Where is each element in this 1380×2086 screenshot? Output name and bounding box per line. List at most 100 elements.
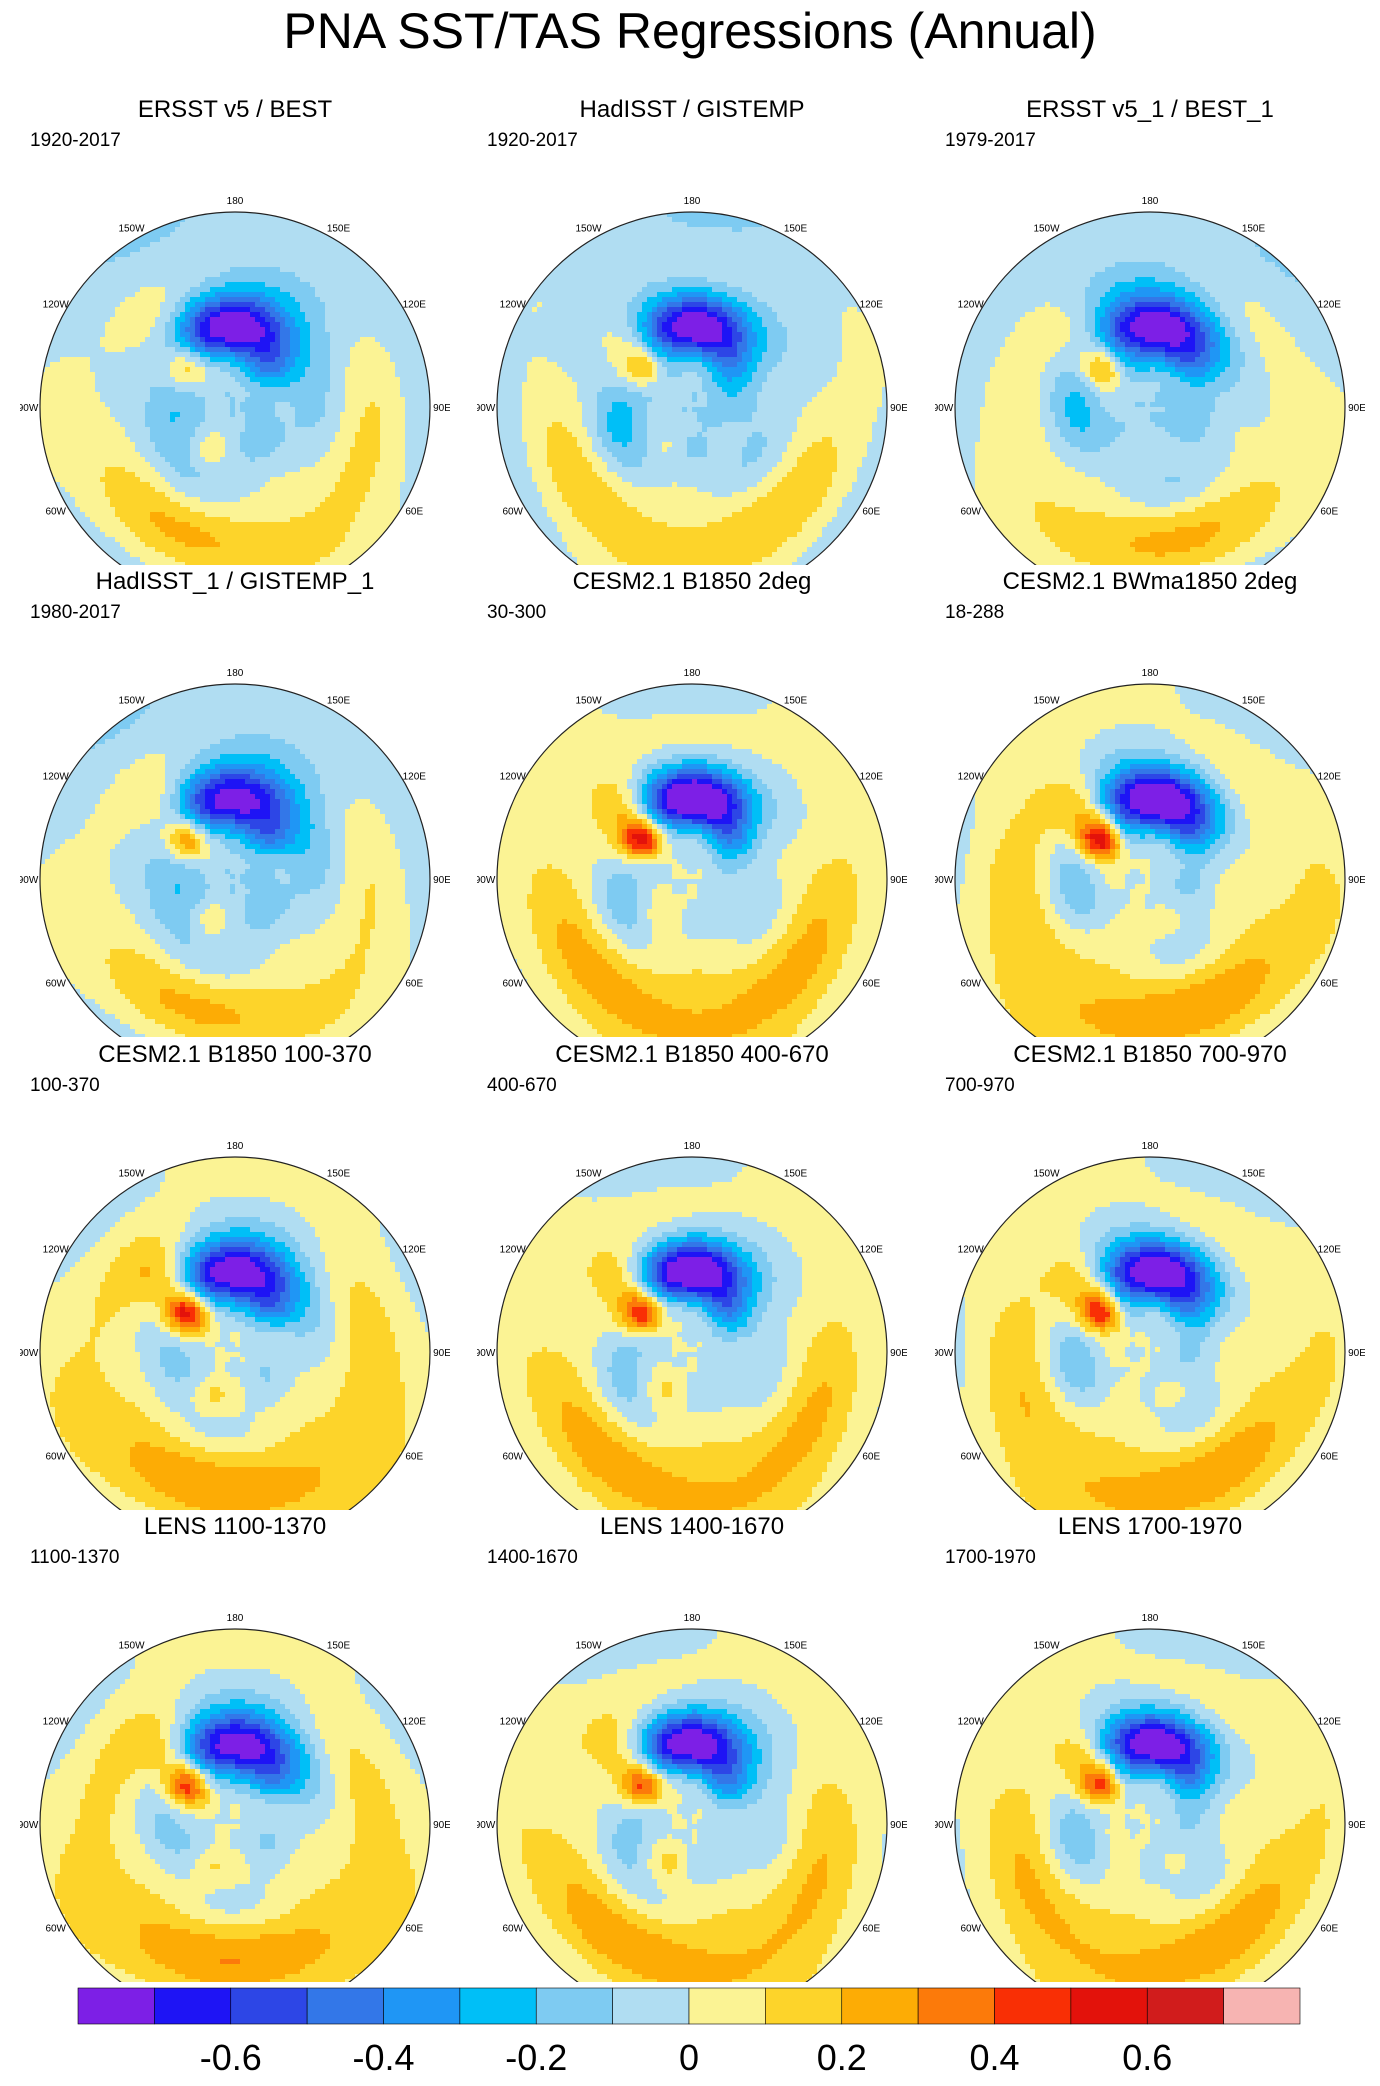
colorbar-tick-label: -0.2 <box>505 2037 567 2078</box>
longitude-label: 180 <box>684 1141 701 1152</box>
polar-map: 180150E120E90E60E30E030W60W90W120W150W <box>477 196 907 565</box>
colorbar-swatch <box>688 1987 766 2025</box>
longitude-label: 120W <box>500 1245 527 1256</box>
longitude-label: 150E <box>784 224 808 235</box>
map-panel: ERSST v5 / BEST 1920-2017 180 150E 120E 90E 60… <box>20 95 450 565</box>
longitude-label: 90W <box>477 1820 496 1831</box>
longitude-label: 120E <box>860 772 884 783</box>
panel-title: LENS 1100-1370 <box>20 1512 450 1542</box>
polar-map: 180150E120E90E60E30E030W60W90W120W150W <box>20 668 450 1037</box>
longitude-label: 120E <box>860 1717 884 1728</box>
map-border <box>496 1628 888 1982</box>
panel-title: CESM2.1 B1850 400-670 <box>477 1040 907 1070</box>
map-panel: CESM2.1 B1850 2deg 30-300 180 150E 120E 90E 60… <box>477 567 907 1037</box>
map-panel: HadISST_1 / GISTEMP_1 1980-2017 180 150E 120… <box>20 567 450 1037</box>
longitude-label: 120W <box>500 1717 527 1728</box>
colorbar-swatch <box>154 1987 232 2025</box>
longitude-label: 120W <box>958 1245 985 1256</box>
longitude-label: 90E <box>890 1348 907 1359</box>
longitude-label: 60W <box>960 1924 981 1935</box>
colorbar-tick-label: 0.6 <box>1122 2037 1172 2078</box>
colorbar-swatch <box>841 1987 919 2025</box>
longitude-label: 90W <box>477 1348 496 1359</box>
longitude-label: 120E <box>403 1717 427 1728</box>
map-panel: ERSST v5_1 / BEST_1 1979-2017 180 150E 120E 9… <box>935 95 1365 565</box>
colorbar-swatch <box>535 1987 613 2025</box>
longitude-label: 120W <box>958 772 985 783</box>
map-panel: CESM2.1 B1850 400-670 400-670 180 150E 120E 9… <box>477 1040 907 1510</box>
longitude-label: 60E <box>1320 979 1338 990</box>
map-panel: CESM2.1 B1850 100-370 100-370 180 150E 120E 9… <box>20 1040 450 1510</box>
longitude-label: 60W <box>502 1924 523 1935</box>
longitude-label: 90E <box>1348 403 1365 414</box>
temperature-field <box>497 1629 887 1982</box>
longitude-label: 60E <box>405 979 423 990</box>
panel-title: HadISST_1 / GISTEMP_1 <box>20 567 450 597</box>
longitude-label: 150E <box>784 1169 808 1180</box>
polar-map: 180150E120E90E60E30E030W60W90W120W150W <box>477 1141 907 1510</box>
longitude-label: 90E <box>433 1348 450 1359</box>
longitude-label: 150E <box>327 1169 351 1180</box>
longitude-label: 150W <box>118 1169 145 1180</box>
panel-period: 30-300 <box>487 601 546 625</box>
longitude-label: 120W <box>500 300 527 311</box>
colorbar-swatch <box>1146 1987 1224 2025</box>
map-border <box>39 683 431 1037</box>
panel-period: 18-288 <box>945 601 1004 625</box>
longitude-label: 60W <box>502 1452 523 1463</box>
temperature-field <box>955 1157 1345 1510</box>
longitude-label: 60W <box>45 507 66 518</box>
map-border <box>39 1628 431 1982</box>
colorbar-tick-label: 0 <box>679 2037 699 2078</box>
panel-period: 1700-1970 <box>945 1546 1036 1570</box>
longitude-label: 150E <box>1242 1169 1266 1180</box>
panel-period: 1400-1670 <box>487 1546 578 1570</box>
map-panel: CESM2.1 BWma1850 2deg 18-288 180 150E 120E 90… <box>935 567 1365 1037</box>
longitude-label: 90E <box>433 875 450 886</box>
panel-period: 700-970 <box>945 1074 1015 1098</box>
longitude-label: 150E <box>1242 696 1266 707</box>
longitude-label: 120E <box>860 300 884 311</box>
colorbar-tick-label: 0.4 <box>969 2037 1019 2078</box>
map-border <box>496 211 888 565</box>
longitude-label: 90W <box>20 403 39 414</box>
polar-map: 180150E120E90E60E30E030W60W90W120W150W <box>20 196 450 565</box>
panel-title: HadISST / GISTEMP <box>477 95 907 125</box>
longitude-label: 150E <box>784 1641 808 1652</box>
longitude-label: 90W <box>935 875 954 886</box>
longitude-label: 90E <box>1348 1820 1365 1831</box>
longitude-label: 180 <box>227 196 244 207</box>
colorbar-swatch <box>77 1987 155 2025</box>
longitude-label: 180 <box>227 1613 244 1624</box>
longitude-label: 60W <box>45 979 66 990</box>
longitude-label: 180 <box>1142 1613 1159 1624</box>
map-panel: LENS 1700-1970 1700-1970 180 150E 120E 90E 60E… <box>935 1512 1365 1982</box>
panel-title: CESM2.1 B1850 2deg <box>477 567 907 597</box>
longitude-label: 120W <box>500 772 527 783</box>
longitude-label: 150W <box>575 1169 602 1180</box>
longitude-label: 60E <box>405 1924 423 1935</box>
colorbar-swatch <box>230 1987 308 2025</box>
longitude-label: 60W <box>960 979 981 990</box>
longitude-label: 180 <box>1142 1141 1159 1152</box>
panel-period: 400-670 <box>487 1074 557 1098</box>
longitude-label: 60E <box>1320 1452 1338 1463</box>
longitude-label: 90W <box>20 1820 39 1831</box>
longitude-label: 150W <box>575 224 602 235</box>
main-title: PNA SST/TAS Regressions (Annual) <box>0 2 1380 60</box>
longitude-label: 180 <box>684 1613 701 1624</box>
longitude-label: 60E <box>862 1452 880 1463</box>
polar-map: 180150E120E90E60E30E030W60W90W120W150W <box>935 196 1365 565</box>
longitude-label: 150W <box>1033 1169 1060 1180</box>
map-border <box>496 1156 888 1510</box>
longitude-label: 150E <box>327 696 351 707</box>
polar-map: 180150E120E90E60E30E030W60W90W120W150W <box>935 1141 1365 1510</box>
longitude-label: 150W <box>1033 696 1060 707</box>
polar-map: 180150E120E90E60E30E030W60W90W120W150W <box>935 668 1365 1037</box>
longitude-label: 150W <box>118 696 145 707</box>
temperature-field <box>40 1629 430 1982</box>
map-panel: CESM2.1 B1850 700-970 700-970 180 150E 120E 9… <box>935 1040 1365 1510</box>
map-panel: LENS 1100-1370 1100-1370 180 150E 120E 90E 60E… <box>20 1512 450 1982</box>
longitude-label: 120W <box>958 1717 985 1728</box>
temperature-field <box>497 684 887 1037</box>
